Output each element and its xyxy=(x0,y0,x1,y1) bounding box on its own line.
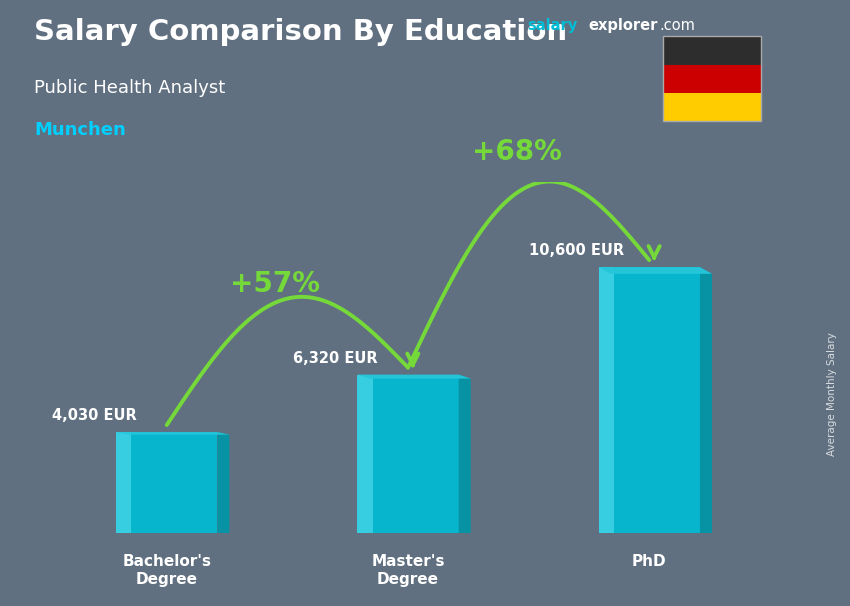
Polygon shape xyxy=(598,267,614,533)
Polygon shape xyxy=(357,375,471,379)
Text: .com: .com xyxy=(660,18,695,33)
Text: salary: salary xyxy=(527,18,577,33)
Text: Munchen: Munchen xyxy=(34,121,126,139)
Polygon shape xyxy=(116,432,230,435)
Text: Public Health Analyst: Public Health Analyst xyxy=(34,79,225,97)
Text: Salary Comparison By Education: Salary Comparison By Education xyxy=(34,18,567,46)
Text: +57%: +57% xyxy=(230,270,320,299)
Text: 4,030 EUR: 4,030 EUR xyxy=(52,408,137,424)
Text: 10,600 EUR: 10,600 EUR xyxy=(530,244,625,258)
Text: +68%: +68% xyxy=(472,138,562,165)
Text: Average Monthly Salary: Average Monthly Salary xyxy=(827,332,837,456)
Polygon shape xyxy=(598,267,712,274)
Polygon shape xyxy=(700,267,712,533)
Text: Bachelor's
Degree: Bachelor's Degree xyxy=(122,554,211,587)
Polygon shape xyxy=(116,432,131,533)
Polygon shape xyxy=(459,375,471,533)
Polygon shape xyxy=(357,375,459,533)
Text: PhD: PhD xyxy=(632,554,666,570)
Polygon shape xyxy=(218,432,230,533)
Polygon shape xyxy=(598,267,700,533)
Text: 6,320 EUR: 6,320 EUR xyxy=(293,351,378,366)
Polygon shape xyxy=(357,375,372,533)
Polygon shape xyxy=(116,432,218,533)
Text: explorer: explorer xyxy=(588,18,658,33)
Text: Master's
Degree: Master's Degree xyxy=(371,554,445,587)
